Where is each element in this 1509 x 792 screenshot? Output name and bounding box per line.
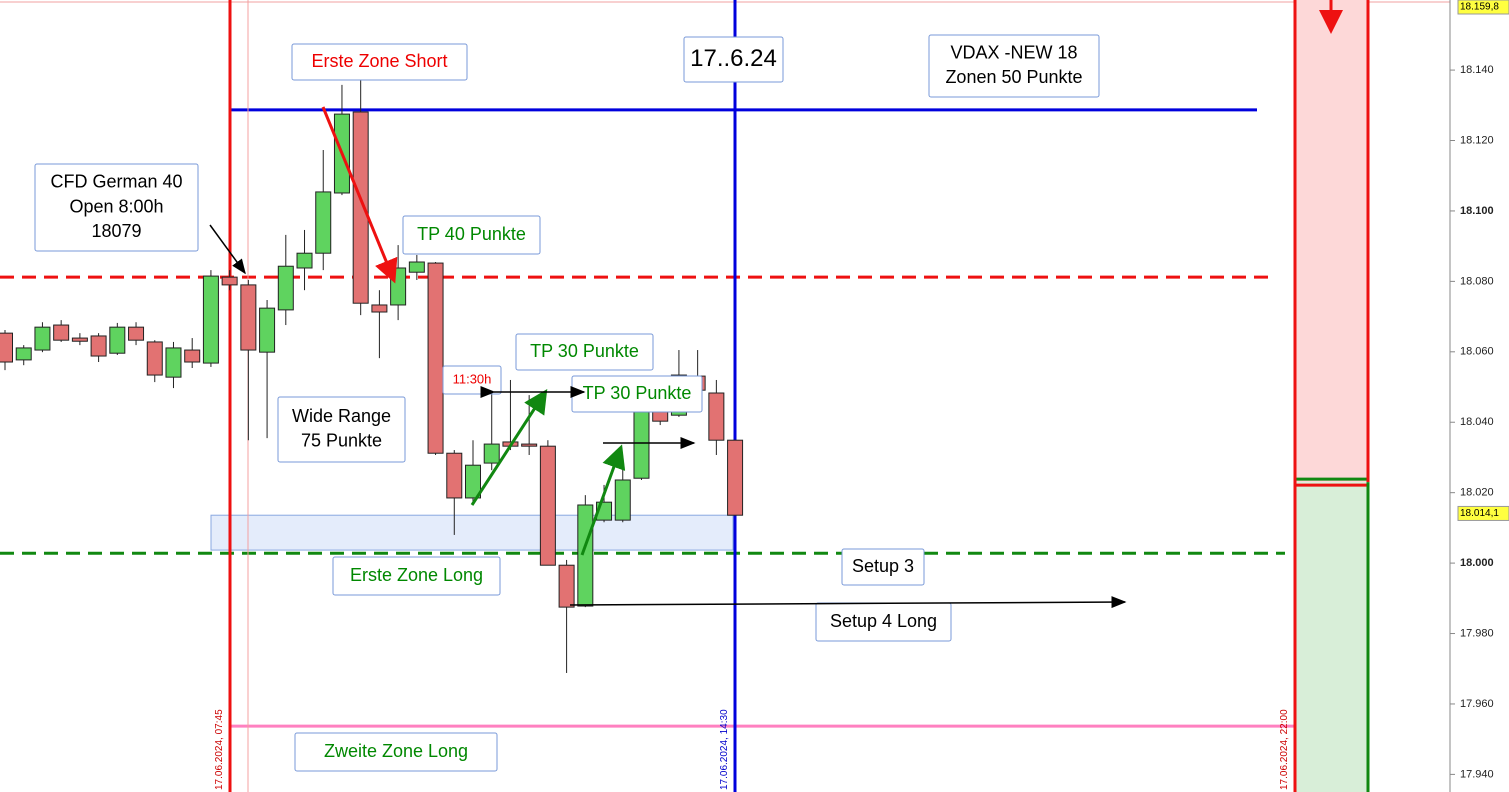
time-label: 17.06.2024, 07:45 bbox=[214, 709, 225, 790]
candle-body bbox=[240, 284, 257, 351]
candle-body bbox=[446, 452, 463, 499]
annotation-text: 75 Punkte bbox=[301, 431, 382, 451]
arrow bbox=[470, 388, 548, 506]
y-tick-label: 18.120 bbox=[1460, 134, 1494, 146]
candle-body bbox=[90, 335, 107, 357]
annotation-text: Setup 4 Long bbox=[830, 611, 937, 631]
candle-body bbox=[71, 337, 88, 342]
annotation-box bbox=[294, 732, 498, 772]
reward-zone bbox=[1295, 482, 1368, 792]
candle-body bbox=[371, 304, 388, 313]
arrow bbox=[209, 224, 246, 275]
zone-box bbox=[210, 514, 734, 551]
arrow bbox=[569, 596, 1127, 609]
y-tick-label: 18.140 bbox=[1460, 64, 1494, 76]
candle-body bbox=[202, 275, 219, 364]
candle-body bbox=[315, 191, 332, 254]
y-tick-label: 18.100 bbox=[1460, 205, 1494, 217]
annotation-box bbox=[515, 333, 654, 371]
candle-body bbox=[221, 276, 238, 286]
y-tick-label: 18.060 bbox=[1460, 346, 1494, 358]
candle-body bbox=[390, 267, 407, 306]
annotation-text: 11:30h bbox=[453, 371, 492, 386]
arrow bbox=[580, 444, 626, 556]
candle-body bbox=[614, 479, 631, 521]
candle-body bbox=[483, 443, 500, 464]
annotation-text: Open 8:00h bbox=[69, 196, 163, 216]
candle-body bbox=[259, 307, 276, 353]
y-tick-label: 17.940 bbox=[1460, 768, 1494, 780]
time-label: 17.06.2024, 14:30 bbox=[719, 709, 730, 790]
annotation-text: CFD German 40 bbox=[50, 171, 182, 191]
y-tick-label: 18.040 bbox=[1460, 416, 1494, 428]
y-tick-label: 17.960 bbox=[1460, 698, 1494, 710]
annotation-text: Erste Zone Short bbox=[311, 51, 447, 71]
risk-zone bbox=[1295, 0, 1368, 483]
annotation-text: Setup 3 bbox=[852, 556, 914, 576]
annotation-text: 17..6.24 bbox=[690, 45, 777, 72]
candle-body bbox=[558, 564, 575, 608]
candle-body bbox=[427, 262, 444, 454]
candle-body bbox=[34, 326, 51, 351]
candle-body bbox=[539, 445, 556, 566]
candle-body bbox=[53, 324, 70, 341]
price-label: 18.014,1 bbox=[1460, 508, 1499, 519]
price-label: 18.159,8 bbox=[1460, 2, 1499, 13]
candle-body bbox=[633, 411, 650, 479]
time-label: 17.06.2024, 22:00 bbox=[1279, 709, 1290, 790]
annotation-text: TP 40 Punkte bbox=[417, 224, 526, 244]
candle-body bbox=[146, 341, 163, 376]
candle-body bbox=[15, 347, 32, 361]
y-tick-label: 18.000 bbox=[1460, 557, 1494, 569]
candle-body bbox=[652, 411, 669, 422]
candle-body bbox=[296, 252, 313, 269]
candle-body bbox=[465, 464, 481, 499]
arrow bbox=[321, 106, 398, 284]
annotation-box bbox=[291, 43, 468, 81]
candle-body bbox=[109, 326, 126, 354]
annotation-text: Erste Zone Long bbox=[350, 565, 483, 585]
annotation-text: VDAX -NEW 18 bbox=[950, 42, 1077, 62]
annotation-text: Wide Range bbox=[292, 406, 391, 426]
candle-body bbox=[577, 504, 594, 607]
annotation-box bbox=[34, 163, 199, 252]
candle-body bbox=[408, 261, 425, 273]
annotation-text: TP 30 Punkte bbox=[583, 383, 692, 403]
candle-body bbox=[727, 439, 744, 516]
price-tag bbox=[1457, 505, 1509, 521]
annotation-box bbox=[277, 396, 406, 463]
annotation-text: Zonen 50 Punkte bbox=[945, 67, 1082, 87]
candle-body bbox=[165, 347, 182, 378]
annotation-box bbox=[332, 556, 501, 596]
candle-body bbox=[128, 326, 145, 341]
y-tick-label: 18.020 bbox=[1460, 487, 1494, 499]
candle-body bbox=[184, 349, 201, 363]
price-tag bbox=[1457, 0, 1509, 15]
candle-body bbox=[277, 265, 294, 311]
annotation-text: 18079 bbox=[91, 221, 141, 241]
annotation-box bbox=[928, 34, 1100, 98]
y-tick-label: 18.080 bbox=[1460, 275, 1494, 287]
annotation-text: Zweite Zone Long bbox=[324, 741, 468, 761]
annotation-box bbox=[402, 215, 541, 255]
candle-body bbox=[0, 332, 13, 363]
annotation-box bbox=[841, 548, 925, 586]
annotation-text: TP 30 Punkte bbox=[530, 341, 639, 361]
annotation-box bbox=[683, 36, 784, 83]
y-tick-label: 17.980 bbox=[1460, 627, 1494, 639]
candle-body bbox=[708, 392, 725, 441]
candle-body bbox=[352, 111, 369, 304]
candle-body bbox=[521, 443, 538, 447]
